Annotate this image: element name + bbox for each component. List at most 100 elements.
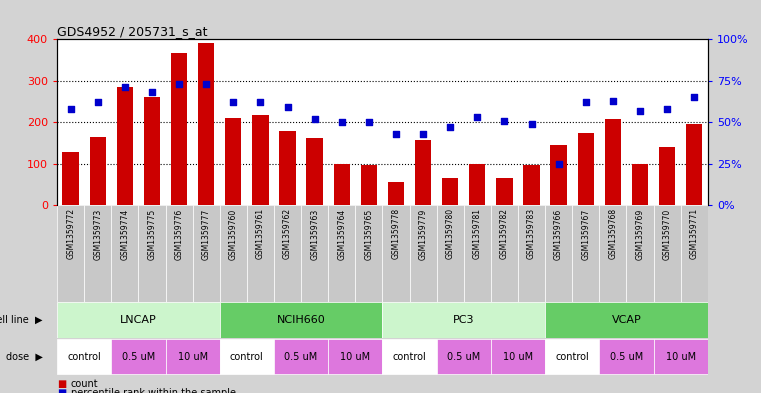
Bar [680,206,708,302]
Bar [165,339,220,375]
Point [661,106,673,112]
Text: GSM1359782: GSM1359782 [500,208,509,259]
Bar [382,339,437,375]
Text: GSM1359775: GSM1359775 [148,208,157,259]
Bar [578,133,594,206]
Bar [57,339,111,375]
Bar [491,339,545,375]
Text: GSM1359765: GSM1359765 [365,208,374,259]
Bar [442,178,458,206]
Bar [654,339,708,375]
Text: GSM1359779: GSM1359779 [419,208,428,259]
Bar [599,206,626,302]
Bar [57,206,84,302]
Point [552,161,565,167]
Bar [62,152,78,206]
Text: GSM1359777: GSM1359777 [202,208,211,259]
Bar [220,339,274,375]
Text: 0.5 uM: 0.5 uM [122,352,155,362]
Text: NCIH660: NCIH660 [277,315,326,325]
Point [308,116,320,122]
Point [363,119,375,125]
Text: GSM1359761: GSM1359761 [256,208,265,259]
Text: 0.5 uM: 0.5 uM [447,352,480,362]
Point [471,114,483,121]
Text: 10 uM: 10 uM [503,352,533,362]
Point [200,81,212,87]
Bar [252,115,269,206]
Bar [545,339,599,375]
Text: GSM1359763: GSM1359763 [310,208,319,259]
Point [444,124,457,130]
Bar [632,164,648,206]
Text: GSM1359769: GSM1359769 [635,208,645,259]
Bar [654,206,680,302]
Bar [144,97,160,206]
Bar [659,147,675,206]
Text: 10 uM: 10 uM [177,352,208,362]
Bar [328,206,355,302]
Bar [220,206,247,302]
Bar [686,124,702,206]
Bar [599,339,654,375]
Bar [139,206,165,302]
Text: control: control [393,352,426,362]
Point [634,108,646,114]
Point [688,94,700,101]
Text: GSM1359778: GSM1359778 [391,208,400,259]
Bar [388,182,404,206]
Bar [165,206,193,302]
Bar [225,118,241,206]
Text: 0.5 uM: 0.5 uM [285,352,317,362]
Bar [626,206,654,302]
Text: VCAP: VCAP [612,315,642,325]
Bar [274,339,328,375]
Bar [572,206,599,302]
Bar [496,178,512,206]
Bar [247,206,274,302]
Text: percentile rank within the sample: percentile rank within the sample [71,388,236,393]
Text: GDS4952 / 205731_s_at: GDS4952 / 205731_s_at [57,25,208,38]
Bar [90,137,106,206]
Text: LNCAP: LNCAP [120,315,157,325]
Point [91,99,103,106]
Point [417,131,429,137]
Point [607,97,619,104]
Bar [545,206,572,302]
Bar [524,165,540,206]
Bar [333,164,350,206]
Bar [111,206,139,302]
Text: GSM1359783: GSM1359783 [527,208,536,259]
Bar [518,206,545,302]
Text: ■: ■ [57,388,66,393]
Text: control: control [230,352,264,362]
Text: control: control [67,352,101,362]
Bar [355,206,382,302]
Text: GSM1359760: GSM1359760 [229,208,237,259]
Bar [382,302,545,338]
Text: 0.5 uM: 0.5 uM [610,352,643,362]
Point [498,118,511,124]
Point [228,99,240,106]
Text: GSM1359770: GSM1359770 [663,208,671,259]
Text: 10 uM: 10 uM [666,352,696,362]
Text: control: control [556,352,589,362]
Point [336,119,348,125]
Text: GSM1359771: GSM1359771 [689,208,699,259]
Point [390,131,402,137]
Text: GSM1359776: GSM1359776 [174,208,183,259]
Bar [84,206,111,302]
Text: count: count [71,379,98,389]
Text: GSM1359781: GSM1359781 [473,208,482,259]
Text: ■: ■ [57,379,66,389]
Bar [193,206,220,302]
Bar [415,140,431,206]
Text: 10 uM: 10 uM [340,352,371,362]
Text: dose  ▶: dose ▶ [6,352,43,362]
Text: PC3: PC3 [453,315,475,325]
Bar [382,206,409,302]
Bar [409,206,437,302]
Bar [301,206,328,302]
Bar [116,87,133,206]
Point [525,121,537,127]
